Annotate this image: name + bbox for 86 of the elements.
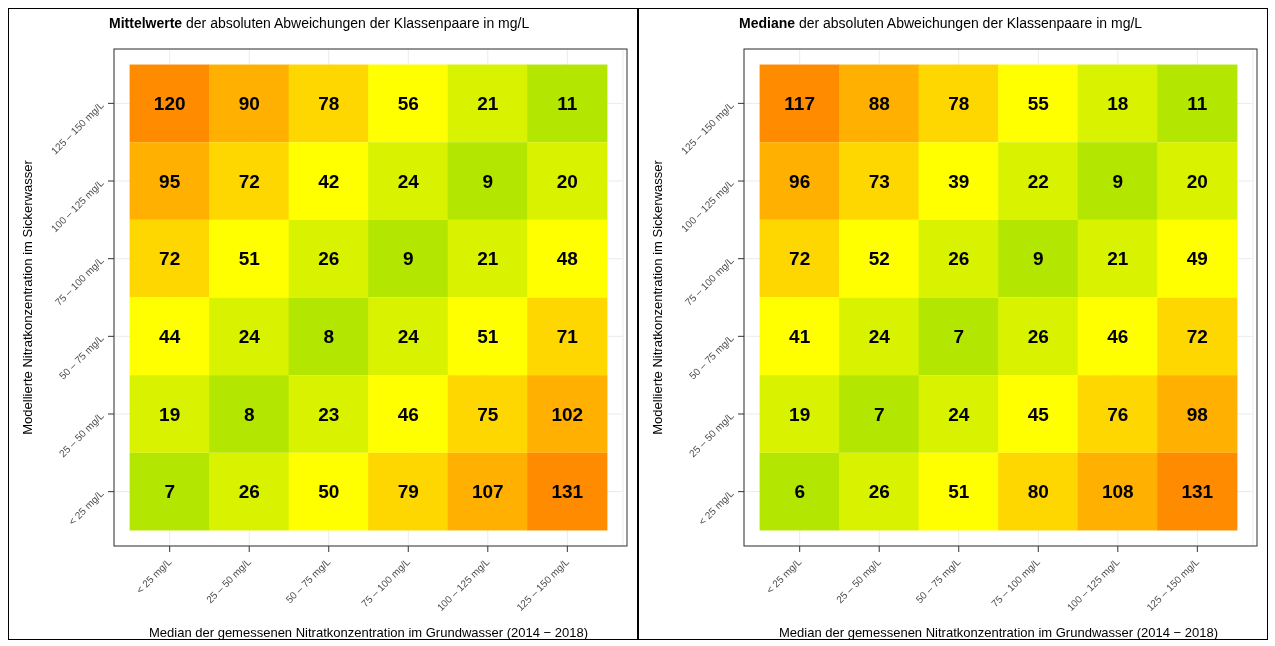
data-label: 51 (477, 325, 499, 347)
data-label: 7 (164, 481, 175, 503)
data-label: 46 (1107, 325, 1129, 347)
data-label: 72 (238, 170, 260, 192)
data-label: 24 (948, 403, 970, 425)
data-label: 21 (477, 248, 499, 270)
data-label: 8 (243, 403, 255, 425)
chart-title: Mittelwerte der absoluten Abweichungen der Klassenpaare in mg/L (108, 14, 531, 33)
data-label: 22 (1027, 170, 1049, 192)
data-label: 26 (1027, 325, 1049, 347)
data-label: 20 (556, 170, 578, 192)
data-label: 51 (948, 481, 970, 503)
data-label: 76 (1107, 403, 1129, 425)
data-label: 96 (789, 170, 811, 192)
data-label: 19 (159, 403, 181, 425)
data-label: 21 (1107, 248, 1129, 270)
data-label: 78 (318, 93, 340, 115)
data-label: 24 (397, 170, 420, 192)
data-label: 20 (1186, 170, 1208, 192)
data-label: 95 (159, 170, 181, 192)
data-label: 49 (1186, 248, 1208, 270)
data-label: 73 (868, 170, 890, 192)
data-label: 108 (1101, 481, 1134, 503)
data-label: 90 (238, 93, 260, 115)
data-label: 42 (318, 170, 340, 192)
data-label: 72 (159, 248, 181, 270)
data-label: 24 (868, 325, 891, 347)
data-label: 56 (397, 93, 419, 115)
data-label: 55 (1027, 93, 1050, 115)
data-label: 72 (789, 248, 811, 270)
data-label: 24 (238, 325, 261, 347)
data-label: 41 (789, 325, 811, 347)
data-label: 21 (477, 93, 499, 115)
data-label: 80 (1027, 481, 1049, 503)
data-label: 26 (868, 481, 890, 503)
y-axis-title: Modellierte Nitratkonzentration im Sickerwasser (649, 159, 665, 435)
data-label: 19 (789, 403, 811, 425)
data-label: 9 (1112, 170, 1124, 192)
data-label: 131 (551, 481, 584, 503)
data-label: 26 (948, 248, 970, 270)
data-label: 11 (1187, 93, 1208, 115)
data-label: 18 (1107, 93, 1129, 115)
data-label: 26 (318, 248, 340, 270)
data-label: 24 (397, 325, 420, 347)
data-label: 79 (397, 481, 419, 503)
data-label: 107 (471, 481, 504, 503)
data-label: 23 (318, 403, 340, 425)
data-label: 9 (402, 248, 414, 270)
data-label: 11 (557, 93, 578, 115)
data-label: 45 (1027, 403, 1050, 425)
y-tick-label: 50 – 75 mg/L (686, 332, 737, 382)
y-tick-label: < 25 mg/L (696, 487, 737, 528)
data-label: 120 (153, 93, 186, 115)
data-label: 52 (868, 248, 890, 270)
y-tick-label: 50 – 75 mg/L (56, 332, 107, 382)
data-label: 75 (477, 403, 499, 425)
x-axis-title: Median der gemessenen Nitratkonzentration im Grundwasser (2014 − 2018) (779, 625, 1218, 640)
data-label: 102 (551, 403, 584, 425)
data-label: 131 (1181, 481, 1214, 503)
data-label: 48 (556, 248, 578, 270)
data-label: 51 (238, 248, 261, 270)
y-tick-label: 75 – 100 mg/L (682, 254, 737, 308)
data-label: 78 (948, 93, 970, 115)
data-label: 72 (1186, 325, 1208, 347)
data-label: 8 (323, 325, 335, 347)
data-label: 7 (953, 325, 965, 347)
data-label: 88 (868, 93, 890, 115)
data-label: 9 (482, 170, 494, 192)
data-label: 50 (318, 481, 340, 503)
y-tick-label: 125 – 150 mg/L (678, 99, 737, 157)
data-label: 26 (238, 481, 260, 503)
y-axis-title: Modellierte Nitratkonzentration im Sickerwasser (19, 159, 35, 435)
y-tick-label: 75 – 100 mg/L (52, 254, 107, 308)
data-label: 98 (1186, 403, 1208, 425)
data-label: 6 (794, 481, 805, 503)
data-label: 9 (1032, 248, 1044, 270)
y-tick-label: 125 – 150 mg/L (48, 99, 107, 157)
chart-title: Mediane der absoluten Abweichungen der Klassenpaare in mg/L (738, 14, 1144, 33)
y-tick-label: < 25 mg/L (66, 487, 107, 528)
data-label: 44 (159, 325, 181, 347)
data-label: 71 (556, 325, 579, 347)
data-label: 39 (948, 170, 970, 192)
x-axis-title: Median der gemessenen Nitratkonzentration im Grundwasser (2014 − 2018) (149, 625, 588, 640)
data-label: 46 (397, 403, 419, 425)
data-label: 7 (873, 403, 885, 425)
data-label: 117 (784, 93, 815, 115)
